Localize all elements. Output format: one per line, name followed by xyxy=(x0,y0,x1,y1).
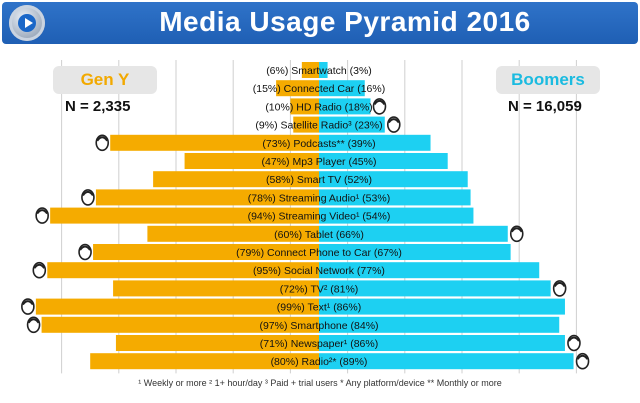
boomers-bar xyxy=(319,62,328,78)
boomers-bar xyxy=(319,171,468,188)
category-label: (73%) Podcasts** (39%) xyxy=(262,138,375,150)
title-bar: Media Usage Pyramid 2016 xyxy=(2,2,638,44)
boomers-bar xyxy=(319,262,540,279)
boomers-bar xyxy=(319,153,448,169)
category-label: (97%) Smartphone (84%) xyxy=(259,320,378,332)
category-label: (72%) TV² (81%) xyxy=(280,283,359,295)
boomers-bar xyxy=(319,116,385,133)
footnote: ¹ Weekly or more ² 1+ hour/day ³ Paid + … xyxy=(138,378,502,388)
gen-y-bar xyxy=(90,353,319,370)
gen-y-face-icon-hair xyxy=(36,209,48,215)
boomers-bar xyxy=(319,134,431,151)
boomer-face-icon-hair xyxy=(553,281,566,288)
gen-y-label: Gen Y xyxy=(53,66,157,94)
category-label: (99%) Text¹ (86%) xyxy=(277,302,361,314)
boomers-bar xyxy=(319,280,551,297)
boomers-bar xyxy=(319,298,565,315)
gen-y-bar xyxy=(93,244,319,260)
gen-y-bar xyxy=(184,153,319,169)
gen-y-bar xyxy=(35,298,320,315)
boomers-bar xyxy=(319,98,371,115)
gen-y-bar xyxy=(95,189,319,206)
boomers-bar xyxy=(319,244,511,260)
boomers-bar xyxy=(319,353,574,370)
category-label: (9%) Satellite Radio³ (23%) xyxy=(255,120,382,132)
boomers-bar xyxy=(319,207,474,224)
gen-y-face-icon-hair xyxy=(96,136,109,142)
gen-y-face-icon-hair xyxy=(82,190,94,197)
category-label: (71%) Newspaper¹ (86%) xyxy=(260,338,378,350)
category-label: (60%) Tablet (66%) xyxy=(274,229,364,241)
gen-y-sample-size: N = 2,335 xyxy=(65,98,131,115)
category-label: (94%) Streaming Video¹ (54%) xyxy=(248,211,391,223)
boomers-bar xyxy=(319,80,365,97)
gen-y-bar xyxy=(276,80,319,97)
gen-y-bar xyxy=(147,225,319,242)
play-logo-icon xyxy=(9,5,45,41)
category-label: (6%) Smartwatch (3%) xyxy=(266,65,372,77)
boomer-face-icon-hair xyxy=(510,227,523,233)
category-label: (10%) HD Radio (18%) xyxy=(265,101,372,113)
boomer-face-icon-hair xyxy=(387,118,400,124)
gen-y-bar xyxy=(301,62,319,78)
category-label: (78%) Streaming Audio¹ (53%) xyxy=(248,192,390,204)
boomers-bar xyxy=(319,316,560,333)
gen-y-bar xyxy=(290,98,319,115)
boomers-sample-size: N = 16,059 xyxy=(508,98,582,115)
boomer-face-icon-hair xyxy=(576,354,589,360)
gen-y-face-icon-hair xyxy=(79,245,91,251)
category-label: (15%) Connected Car (16%) xyxy=(253,83,385,95)
boomers-bar xyxy=(319,225,508,242)
gen-y-bar xyxy=(113,280,319,297)
gen-y-bar xyxy=(153,171,319,188)
chart-title: Media Usage Pyramid 2016 xyxy=(159,6,531,37)
category-label: (58%) Smart TV (52%) xyxy=(266,174,372,186)
gen-y-bar xyxy=(115,335,319,351)
category-label: (47%) Mp3 Player (45%) xyxy=(262,156,377,168)
gen-y-bar xyxy=(110,134,319,151)
boomer-face-icon-hair xyxy=(568,336,580,342)
category-label: (95%) Social Network (77%) xyxy=(253,265,385,277)
gen-y-bar xyxy=(47,262,320,279)
gen-y-bar xyxy=(50,207,319,224)
boomers-bar xyxy=(319,189,471,206)
gen-y-face-icon-hair xyxy=(22,300,34,306)
category-label: (80%) Radio²* (89%) xyxy=(271,356,368,368)
gen-y-bar xyxy=(41,316,320,333)
gen-y-face-icon-hair xyxy=(33,263,46,269)
boomer-face-icon-hair xyxy=(373,99,386,106)
boomers-label: Boomers xyxy=(496,66,600,94)
boomers-bar xyxy=(319,335,565,351)
category-label: (79%) Connect Phone to Car (67%) xyxy=(236,247,402,259)
gen-y-bar xyxy=(293,116,319,133)
gen-y-face-icon-hair xyxy=(27,318,40,324)
